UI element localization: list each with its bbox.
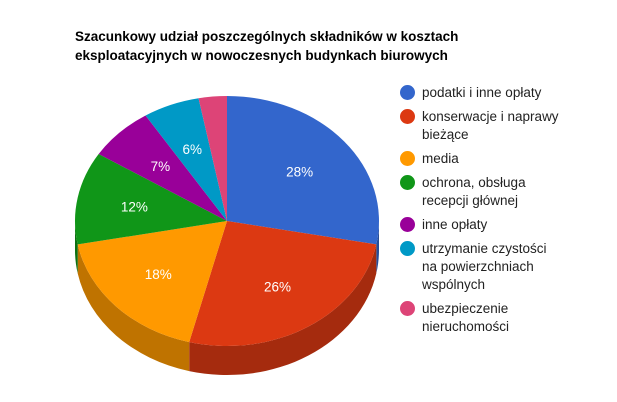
legend-label: konserwacje i naprawy	[422, 109, 559, 124]
pie-slice-3[interactable]	[75, 154, 228, 245]
legend-label: podatki i inne opłaty	[422, 85, 542, 100]
legend-label: wspólnych	[422, 277, 486, 292]
slice-percent-label: 28%	[286, 165, 313, 180]
legend-label: recepcji głównej	[422, 193, 519, 208]
legend-color-dot-icon	[400, 301, 415, 316]
pie-slice-side-2	[77, 244, 190, 372]
pie-slice-4[interactable]	[98, 115, 227, 221]
pie-slice-5[interactable]	[145, 98, 227, 221]
legend-color-dot-icon	[400, 85, 415, 100]
legend-label: bieżące	[422, 127, 469, 142]
legend-item[interactable]: ochrona, obsługa recepcji głównej	[400, 174, 610, 210]
chart-title-line-1: Szacunkowy udział poszczególnych składni…	[75, 29, 459, 44]
slice-percent-label: 18%	[145, 267, 172, 282]
slice-percent-label: 6%	[183, 142, 203, 157]
legend-item[interactable]: ubezpieczenie nieruchomości	[400, 300, 610, 336]
legend-item[interactable]: media	[400, 150, 610, 168]
pie-slice-2[interactable]	[77, 221, 227, 343]
pie-slice-1[interactable]	[189, 221, 377, 347]
legend-item[interactable]: podatki i inne opłaty	[400, 84, 610, 102]
slice-percent-label: 26%	[264, 279, 291, 294]
legend-label: ochrona, obsługa	[422, 175, 526, 190]
pie-side-walls	[75, 221, 379, 376]
legend-color-dot-icon	[400, 109, 415, 124]
legend-label: ubezpieczenie	[422, 301, 509, 316]
legend-color-dot-icon	[400, 241, 415, 256]
chart-title: Szacunkowy udział poszczególnych składni…	[75, 27, 495, 65]
legend-label: utrzymanie czystości	[422, 241, 547, 256]
legend-item[interactable]: inne opłaty	[400, 216, 610, 234]
slice-percent-label: 7%	[151, 159, 171, 174]
legend-item[interactable]: konserwacje i naprawy bieżące	[400, 108, 610, 144]
pie-slice-side-0	[376, 221, 379, 274]
chart-title-line-2: eksploatacyjnych w nowoczesnych budynkac…	[75, 48, 448, 63]
pie-slice-0[interactable]	[227, 96, 380, 245]
legend-color-dot-icon	[400, 151, 415, 166]
legend: podatki i inne opłaty konserwacje i napra…	[400, 84, 610, 342]
legend-label: na powierzchniach	[422, 259, 534, 274]
pie-slice-side-1	[189, 244, 377, 376]
pie-slice-side-3	[75, 221, 78, 274]
legend-label: inne opłaty	[422, 217, 488, 232]
pie-top-face	[75, 96, 380, 347]
pie-slice-labels: 28% 26% 18% 12% 7% 6%	[121, 142, 313, 294]
slice-percent-label: 12%	[121, 199, 148, 214]
legend-color-dot-icon	[400, 175, 415, 190]
legend-label: nieruchomości	[422, 319, 510, 334]
legend-color-dot-icon	[400, 217, 415, 232]
legend-item[interactable]: utrzymanie czystości na powierzchniach wsp…	[400, 240, 610, 294]
legend-label: media	[422, 151, 459, 166]
pie-slice-6[interactable]	[198, 96, 227, 221]
